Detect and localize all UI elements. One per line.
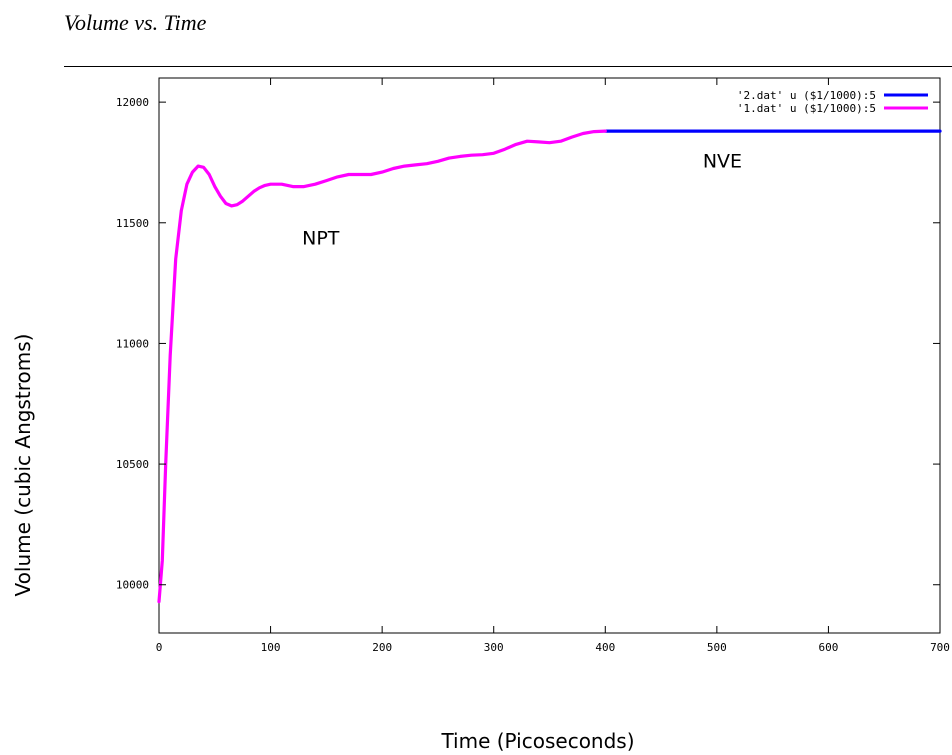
legend-label-1: '2.dat' u ($1/1000):5 <box>737 89 876 102</box>
ticks-group: 0 100 200 300 400 500 600 700 10000 10500 11000 115… <box>116 78 950 654</box>
x-tick-label: 500 <box>707 641 727 654</box>
x-tick-label: 100 <box>261 641 281 654</box>
x-tick-label: 300 <box>484 641 504 654</box>
x-tick-label: 700 <box>930 641 950 654</box>
y-axis-label: Volume (cubic Angstroms) <box>11 334 35 597</box>
y-tick-label: 10000 <box>116 579 149 592</box>
x-axis-label: Time (Picoseconds) <box>440 729 634 753</box>
x-tick-label: 600 <box>818 641 838 654</box>
y-tick-label: 12000 <box>116 96 149 109</box>
document-title: Volume vs. Time <box>64 10 207 35</box>
annotation-nve: NVE <box>703 150 742 172</box>
legend-label-2: '1.dat' u ($1/1000):5 <box>737 102 876 115</box>
series-group <box>157 129 942 604</box>
y-tick-label: 10500 <box>116 458 149 471</box>
annotations-group: NPT NVE <box>302 150 742 249</box>
x-tick-label: 200 <box>372 641 392 654</box>
plot-frame-group <box>158 77 941 634</box>
plot-frame <box>158 77 941 634</box>
horizontal-rule <box>64 66 952 67</box>
annotation-npt: NPT <box>302 228 340 250</box>
y-tick-label: 11500 <box>116 217 149 230</box>
x-tick-label: 400 <box>595 641 615 654</box>
y-tick-label: 11000 <box>116 337 149 350</box>
legend: '2.dat' u ($1/1000):5'1.dat' u ($1/1000)… <box>737 89 928 115</box>
x-tick-label: 0 <box>156 641 163 654</box>
series-line-2 <box>157 129 607 604</box>
